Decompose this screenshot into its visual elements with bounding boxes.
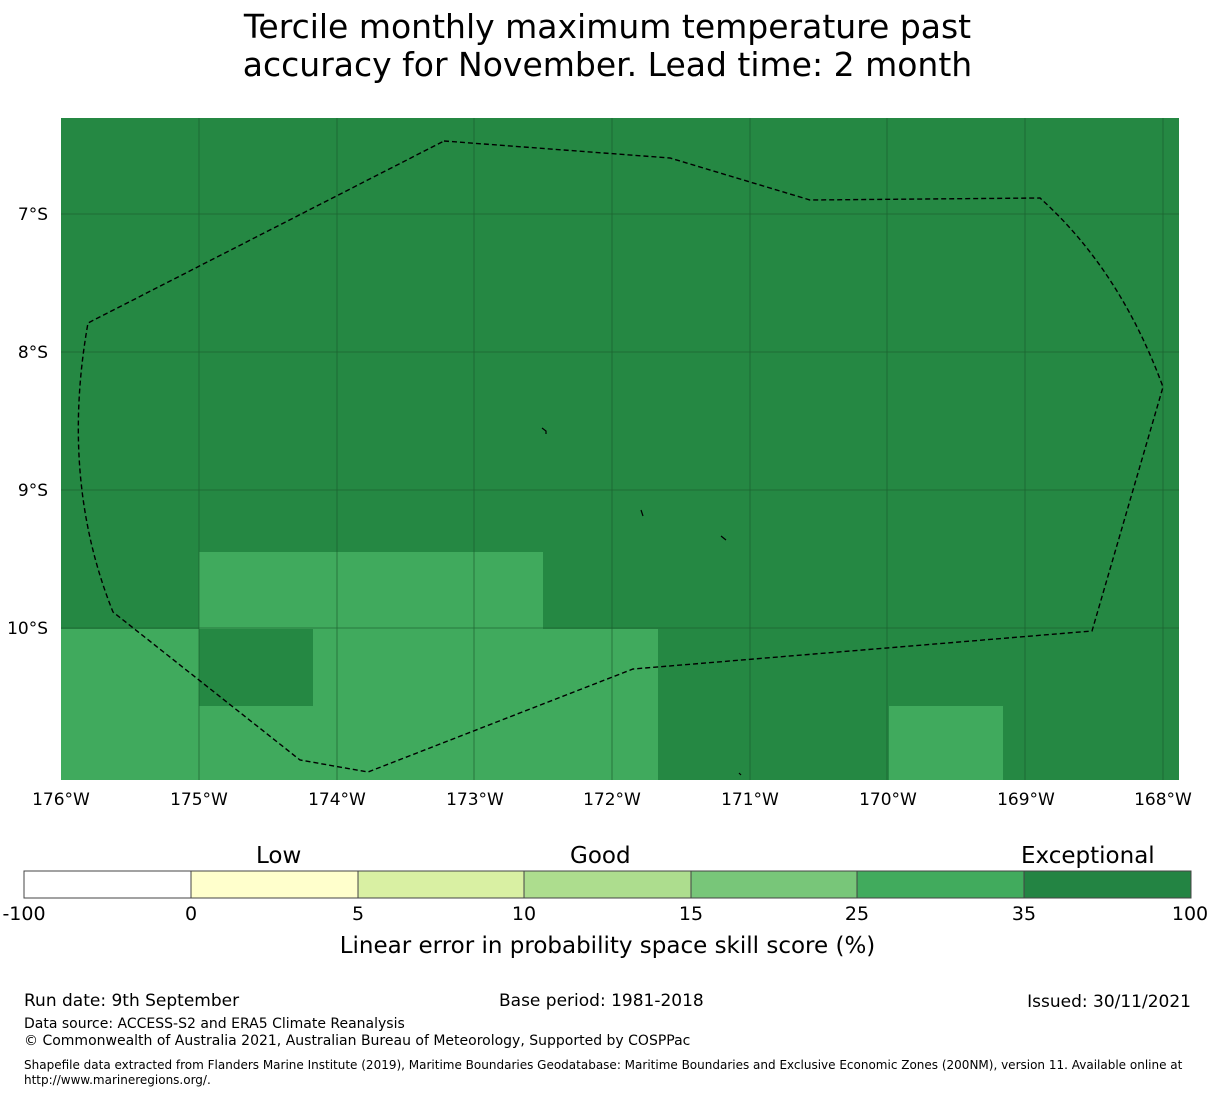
skill-cell-good [199, 706, 313, 780]
colorbar-word-exceptional: Exceptional [1021, 843, 1155, 869]
lon-label-174w: 174°W [308, 790, 366, 810]
run-date: Run date: 9th September [24, 991, 240, 1011]
colorbar [23, 870, 1192, 899]
base-period: Base period: 1981-2018 [499, 991, 704, 1011]
shapefile-credit-line-2: http://www.marineregions.org/. [24, 1073, 211, 1087]
lon-label-172w: 172°W [583, 790, 641, 810]
lat-label-7s: 7°S [18, 205, 48, 225]
colorbar-tick: 0 [184, 903, 198, 925]
lat-label-9s: 9°S [18, 481, 48, 501]
skill-cell-good [313, 629, 658, 780]
skill-cell-good [199, 552, 543, 629]
chart-title: Tercile monthly maximum temperature past… [0, 8, 1215, 84]
lon-label-168w: 168°W [1134, 790, 1192, 810]
island-shape [720, 535, 727, 541]
colorbar-segment-3 [523, 870, 692, 899]
skill-cell-good [61, 629, 199, 780]
island-shape [541, 427, 547, 434]
lon-label-169w: 169°W [997, 790, 1055, 810]
colorbar-segment-5 [856, 870, 1025, 899]
colorbar-tick: 10 [511, 903, 537, 925]
gridlines [61, 118, 1179, 780]
island-shape [640, 509, 644, 517]
colorbar-tick: 5 [351, 903, 365, 925]
lat-labels: 7°S 8°S 9°S 10°S [7, 205, 48, 639]
lat-label-10s: 10°S [7, 619, 48, 639]
colorbar-tick: 100 [1171, 903, 1209, 925]
eez-boundary [77, 140, 1164, 773]
lon-label-170w: 170°W [859, 790, 917, 810]
colorbar-tick: 35 [1011, 903, 1037, 925]
colorbar-segment-2 [357, 870, 525, 899]
issued-date: Issued: 30/11/2021 [1027, 992, 1191, 1012]
lat-label-8s: 8°S [18, 343, 48, 363]
colorbar-tick: -100 [2, 903, 46, 925]
data-source: Data source: ACCESS-S2 and ERA5 Climate … [24, 1016, 405, 1032]
lon-label-173w: 173°W [446, 790, 504, 810]
title-line-1: Tercile monthly maximum temperature past [243, 7, 972, 46]
colorbar-segment-0 [23, 870, 192, 899]
colorbar-segment-6 [1023, 870, 1192, 899]
colorbar-segment-1 [190, 870, 359, 899]
shapefile-credit-line-1: Shapefile data extracted from Flanders M… [24, 1058, 1183, 1072]
skill-cell-good [889, 706, 1003, 780]
colorbar-segment-4 [690, 870, 858, 899]
colorbar-word-low: Low [256, 843, 302, 869]
title-line-2: accuracy for November. Lead time: 2 mont… [242, 45, 973, 84]
lon-label-175w: 175°W [170, 790, 228, 810]
lon-label-176w: 176°W [32, 790, 90, 810]
lon-labels: 176°W 175°W 174°W 173°W 172°W 171°W 170°… [32, 790, 1192, 810]
colorbar-tick: 15 [678, 903, 704, 925]
copyright: © Commonwealth of Australia 2021, Austra… [24, 1033, 691, 1049]
islands [541, 427, 742, 776]
lon-label-171w: 171°W [721, 790, 779, 810]
colorbar-label: Linear error in probability space skill … [339, 933, 876, 959]
colorbar-word-good: Good [570, 843, 631, 869]
island-shape [738, 772, 742, 776]
colorbar-tick: 25 [844, 903, 870, 925]
skill-cells [61, 552, 1003, 780]
